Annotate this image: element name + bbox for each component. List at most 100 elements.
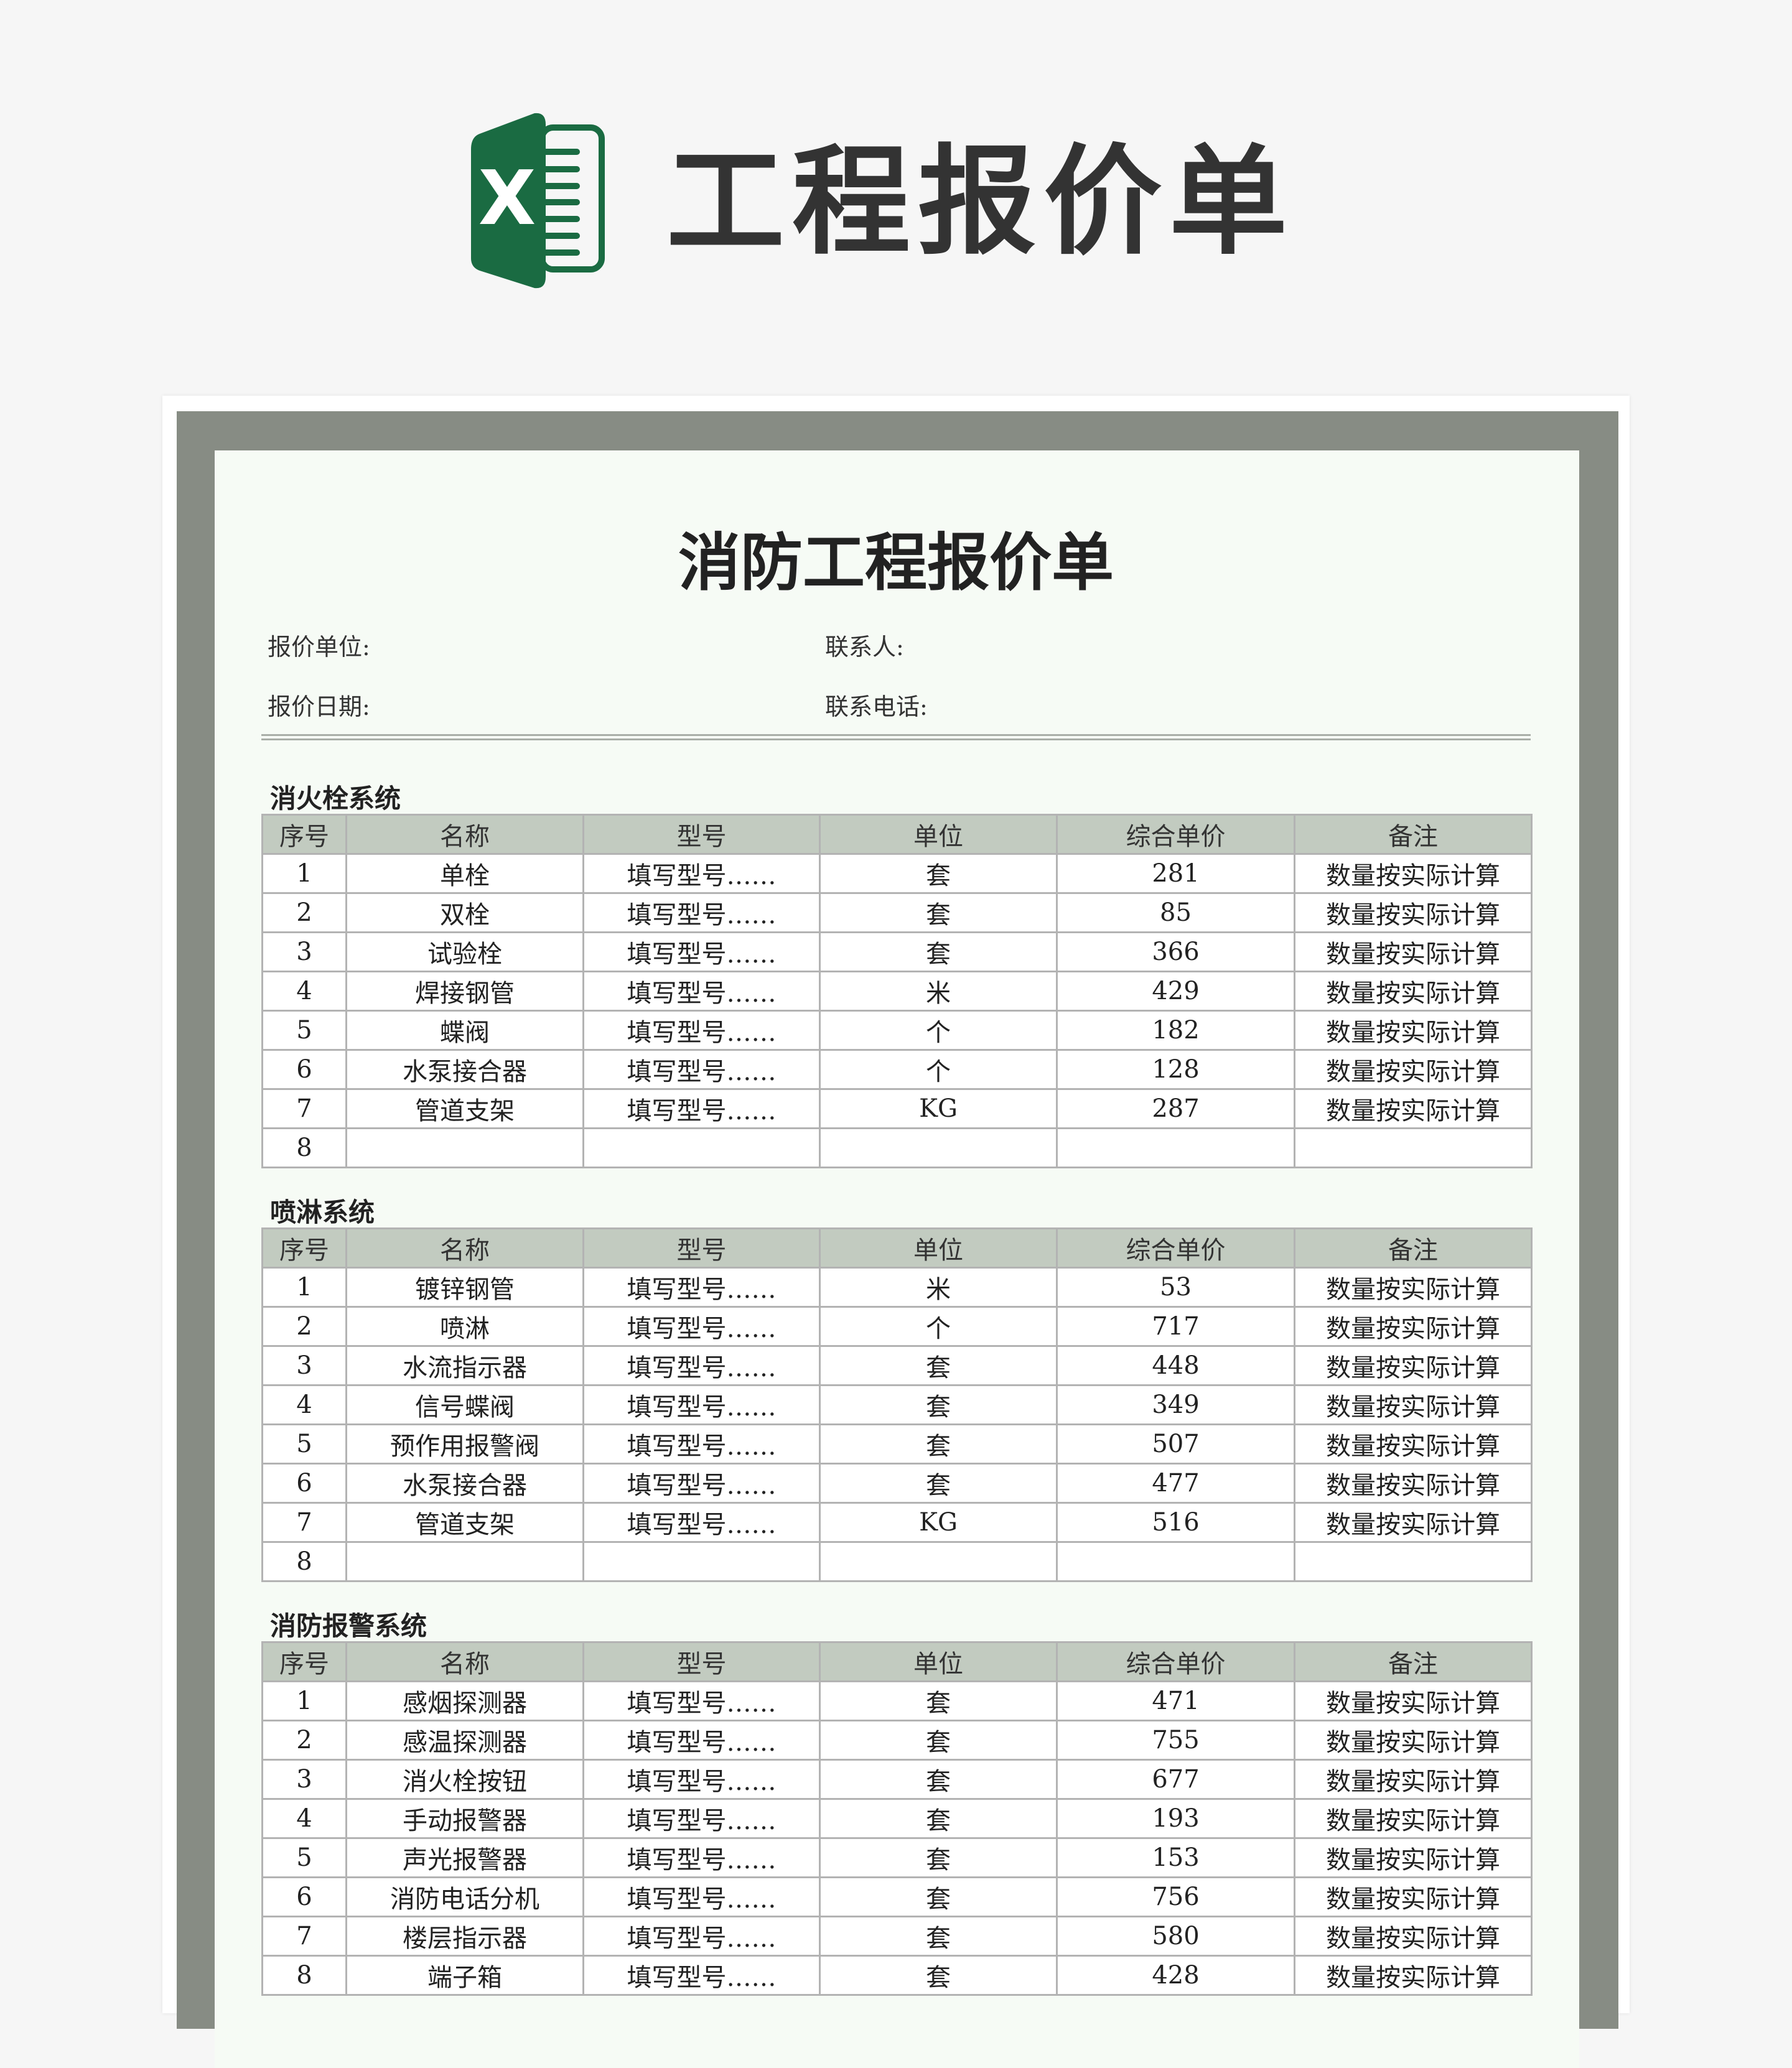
cell-index[interactable]: 8 <box>261 1955 347 1996</box>
cell-model[interactable]: 填写型号…… <box>582 1759 821 1800</box>
cell-index[interactable]: 1 <box>261 853 347 894</box>
cell-name[interactable]: 喷淋 <box>345 1306 584 1347</box>
cell-unit[interactable]: 套 <box>819 892 1058 933</box>
cell-price[interactable]: 193 <box>1056 1798 1295 1839</box>
cell-index[interactable]: 7 <box>261 1916 347 1957</box>
cell-unit[interactable]: 套 <box>819 1876 1058 1917</box>
cell-remark[interactable]: 数量按实际计算 <box>1294 1955 1533 1996</box>
cell-model[interactable]: 填写型号…… <box>582 1306 821 1347</box>
cell-model[interactable]: 填写型号…… <box>582 931 821 972</box>
cell-unit[interactable]: 米 <box>819 971 1058 1012</box>
cell-unit[interactable]: 套 <box>819 1798 1058 1839</box>
cell-price[interactable]: 477 <box>1056 1463 1295 1504</box>
cell-index[interactable]: 5 <box>261 1837 347 1878</box>
cell-name[interactable]: 消火栓按钮 <box>345 1759 584 1800</box>
cell-index[interactable]: 3 <box>261 931 347 972</box>
cell-price[interactable]: 349 <box>1056 1384 1295 1425</box>
cell-model[interactable]: 填写型号…… <box>582 1088 821 1129</box>
cell-name[interactable]: 水泵接合器 <box>345 1463 584 1504</box>
cell-model[interactable]: 填写型号…… <box>582 1955 821 1996</box>
cell-model[interactable]: 填写型号…… <box>582 1384 821 1425</box>
cell-name[interactable] <box>345 1127 584 1168</box>
cell-name[interactable]: 声光报警器 <box>345 1837 584 1878</box>
cell-unit[interactable]: KG <box>819 1502 1058 1543</box>
cell-remark[interactable]: 数量按实际计算 <box>1294 1088 1533 1129</box>
cell-remark[interactable] <box>1294 1127 1533 1168</box>
cell-name[interactable]: 试验栓 <box>345 931 584 972</box>
cell-remark[interactable]: 数量按实际计算 <box>1294 1798 1533 1839</box>
cell-index[interactable]: 4 <box>261 971 347 1012</box>
cell-remark[interactable]: 数量按实际计算 <box>1294 1759 1533 1800</box>
cell-unit[interactable]: 套 <box>819 1955 1058 1996</box>
cell-price[interactable]: 755 <box>1056 1720 1295 1761</box>
cell-price[interactable]: 53 <box>1056 1267 1295 1308</box>
cell-price[interactable]: 448 <box>1056 1345 1295 1386</box>
cell-price[interactable]: 128 <box>1056 1049 1295 1090</box>
cell-model[interactable]: 填写型号…… <box>582 1720 821 1761</box>
cell-remark[interactable]: 数量按实际计算 <box>1294 1463 1533 1504</box>
cell-name[interactable]: 蝶阀 <box>345 1010 584 1051</box>
cell-unit[interactable]: 套 <box>819 1463 1058 1504</box>
cell-price[interactable]: 287 <box>1056 1088 1295 1129</box>
cell-name[interactable]: 楼层指示器 <box>345 1916 584 1957</box>
cell-model[interactable]: 填写型号…… <box>582 1010 821 1051</box>
cell-index[interactable]: 5 <box>261 1423 347 1465</box>
cell-model[interactable] <box>582 1127 821 1168</box>
cell-remark[interactable] <box>1294 1541 1533 1582</box>
cell-index[interactable]: 3 <box>261 1345 347 1386</box>
cell-model[interactable]: 填写型号…… <box>582 1049 821 1090</box>
cell-remark[interactable]: 数量按实际计算 <box>1294 1345 1533 1386</box>
cell-remark[interactable]: 数量按实际计算 <box>1294 1916 1533 1957</box>
cell-remark[interactable]: 数量按实际计算 <box>1294 853 1533 894</box>
cell-price[interactable]: 580 <box>1056 1916 1295 1957</box>
cell-unit[interactable]: 个 <box>819 1010 1058 1051</box>
cell-price[interactable]: 507 <box>1056 1423 1295 1465</box>
cell-name[interactable]: 双栓 <box>345 892 584 933</box>
cell-index[interactable]: 7 <box>261 1502 347 1543</box>
cell-name[interactable]: 消防电话分机 <box>345 1876 584 1917</box>
cell-name[interactable]: 端子箱 <box>345 1955 584 1996</box>
cell-price[interactable]: 429 <box>1056 971 1295 1012</box>
cell-unit[interactable]: 套 <box>819 1680 1058 1721</box>
cell-index[interactable]: 1 <box>261 1267 347 1308</box>
cell-model[interactable]: 填写型号…… <box>582 1916 821 1957</box>
cell-index[interactable]: 3 <box>261 1759 347 1800</box>
cell-price[interactable]: 85 <box>1056 892 1295 933</box>
cell-name[interactable]: 管道支架 <box>345 1502 584 1543</box>
cell-model[interactable]: 填写型号…… <box>582 971 821 1012</box>
cell-index[interactable]: 1 <box>261 1680 347 1721</box>
cell-remark[interactable]: 数量按实际计算 <box>1294 1384 1533 1425</box>
cell-model[interactable]: 填写型号…… <box>582 1876 821 1917</box>
cell-index[interactable]: 8 <box>261 1541 347 1582</box>
cell-price[interactable]: 717 <box>1056 1306 1295 1347</box>
cell-unit[interactable] <box>819 1541 1058 1582</box>
cell-unit[interactable]: 套 <box>819 1837 1058 1878</box>
cell-price[interactable]: 471 <box>1056 1680 1295 1721</box>
cell-remark[interactable]: 数量按实际计算 <box>1294 1049 1533 1090</box>
cell-unit[interactable]: 套 <box>819 1384 1058 1425</box>
cell-price[interactable] <box>1056 1127 1295 1168</box>
cell-unit[interactable]: 套 <box>819 1916 1058 1957</box>
cell-remark[interactable]: 数量按实际计算 <box>1294 1876 1533 1917</box>
cell-remark[interactable]: 数量按实际计算 <box>1294 1423 1533 1465</box>
cell-unit[interactable]: 套 <box>819 1759 1058 1800</box>
cell-remark[interactable]: 数量按实际计算 <box>1294 1010 1533 1051</box>
cell-remark[interactable]: 数量按实际计算 <box>1294 1502 1533 1543</box>
cell-model[interactable]: 填写型号…… <box>582 1680 821 1721</box>
cell-unit[interactable]: KG <box>819 1088 1058 1129</box>
cell-unit[interactable]: 套 <box>819 853 1058 894</box>
cell-name[interactable]: 镀锌钢管 <box>345 1267 584 1308</box>
cell-model[interactable]: 填写型号…… <box>582 1423 821 1465</box>
cell-model[interactable]: 填写型号…… <box>582 853 821 894</box>
cell-index[interactable]: 2 <box>261 1720 347 1761</box>
cell-name[interactable]: 焊接钢管 <box>345 971 584 1012</box>
cell-model[interactable]: 填写型号…… <box>582 1463 821 1504</box>
cell-unit[interactable]: 套 <box>819 1345 1058 1386</box>
cell-index[interactable]: 2 <box>261 1306 347 1347</box>
cell-price[interactable]: 428 <box>1056 1955 1295 1996</box>
cell-name[interactable]: 感温探测器 <box>345 1720 584 1761</box>
cell-price[interactable]: 366 <box>1056 931 1295 972</box>
cell-unit[interactable]: 套 <box>819 1423 1058 1465</box>
cell-remark[interactable]: 数量按实际计算 <box>1294 1680 1533 1721</box>
cell-name[interactable]: 单栓 <box>345 853 584 894</box>
